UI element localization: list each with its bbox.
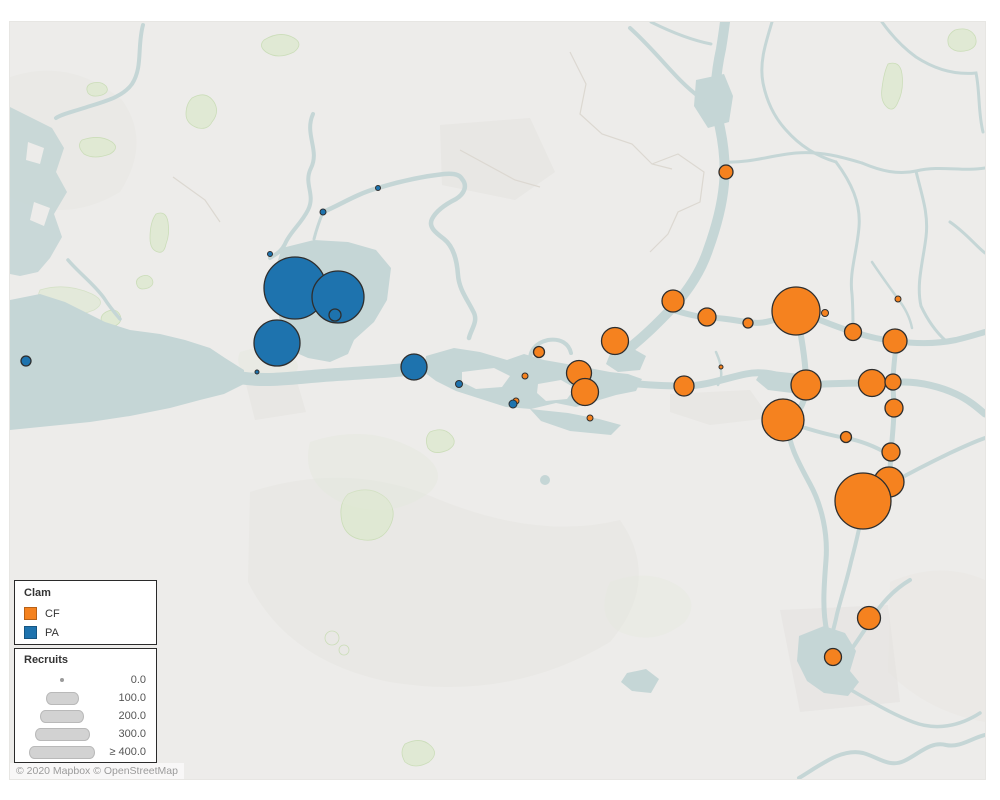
map-mark-cf[interactable] [771,286,821,336]
map-mark-cf[interactable] [894,295,902,303]
map-mark-cf[interactable] [882,328,908,354]
map-mark-pa[interactable] [20,355,32,367]
map-mark-pa[interactable] [400,353,428,381]
cf-label: CF [45,607,60,620]
pa-label: PA [45,626,59,639]
map-mark-cf[interactable] [884,398,904,418]
map-mark-cf[interactable] [586,414,594,422]
map-mark-pa[interactable] [253,319,301,367]
size-glyph-100 [45,691,79,705]
size-label-200: 200.0 [118,710,146,722]
map-mark-cf[interactable] [790,369,822,401]
map-mark-pa[interactable] [508,399,518,409]
map-mark-cf[interactable] [823,647,843,667]
map-mark-pa[interactable] [267,251,273,257]
map-mark-cf[interactable] [521,372,529,380]
map-mark-pa[interactable] [254,369,260,375]
size-row-100: 100.0 [24,689,148,707]
map-mark-cf[interactable] [697,307,717,327]
map-mark-cf[interactable] [742,317,754,329]
size-label-100: 100.0 [118,692,146,704]
size-label-400: ≥ 400.0 [109,746,146,758]
map-mark-cf[interactable] [532,345,546,359]
map-mark-cf[interactable] [821,309,829,317]
map-canvas[interactable]: Clam CF PA Recruits 0.0 100.0 200.0 300.… [9,21,986,780]
legend-clam: Clam CF PA [14,580,157,645]
map-mark-cf[interactable] [856,605,882,631]
size-row-0: 0.0 [24,671,148,689]
map-mark-cf[interactable] [570,377,600,407]
size-glyph-0 [60,678,64,682]
size-row-200: 200.0 [24,707,148,725]
map-mark-cf[interactable] [881,442,901,462]
legend-item-pa: PA [24,623,148,642]
map-mark-cf[interactable] [857,368,887,398]
marks-layer [20,164,908,667]
map-mark-cf[interactable] [718,364,724,370]
terrain-tint-layer [10,70,985,722]
map-mark-pa[interactable] [328,308,342,322]
legend-recruits-title: Recruits [24,654,69,666]
map-mark-cf[interactable] [600,326,630,356]
cf-color-swatch [24,607,37,620]
map-attribution: © 2020 Mapbox © OpenStreetMap [10,763,184,779]
map-mark-pa[interactable] [311,270,365,324]
size-glyph-400 [29,745,95,759]
pa-color-swatch [24,626,37,639]
map-mark-cf[interactable] [661,289,685,313]
size-label-0: 0.0 [130,674,146,686]
map-mark-cf[interactable] [884,373,902,391]
size-glyph-300 [34,727,90,741]
map-mark-pa[interactable] [319,208,327,216]
legend-recruits: Recruits 0.0 100.0 200.0 300.0 ≥ 400.0 [14,648,157,763]
size-row-400: ≥ 400.0 [24,743,148,761]
legend-clam-title: Clam [24,587,51,599]
size-row-300: 300.0 [24,725,148,743]
map-mark-cf[interactable] [761,398,805,442]
map-mark-cf[interactable] [673,375,695,397]
map-mark-cf[interactable] [839,430,853,444]
map-mark-pa[interactable] [375,185,381,191]
basemap [10,22,985,779]
size-label-300: 300.0 [118,728,146,740]
map-mark-cf[interactable] [834,472,892,530]
map-mark-pa[interactable] [455,380,463,388]
map-mark-cf[interactable] [843,322,863,342]
legend-item-cf: CF [24,604,148,623]
boundary-layer [172,51,705,253]
map-mark-cf[interactable] [718,164,734,180]
size-glyph-200 [40,709,84,723]
